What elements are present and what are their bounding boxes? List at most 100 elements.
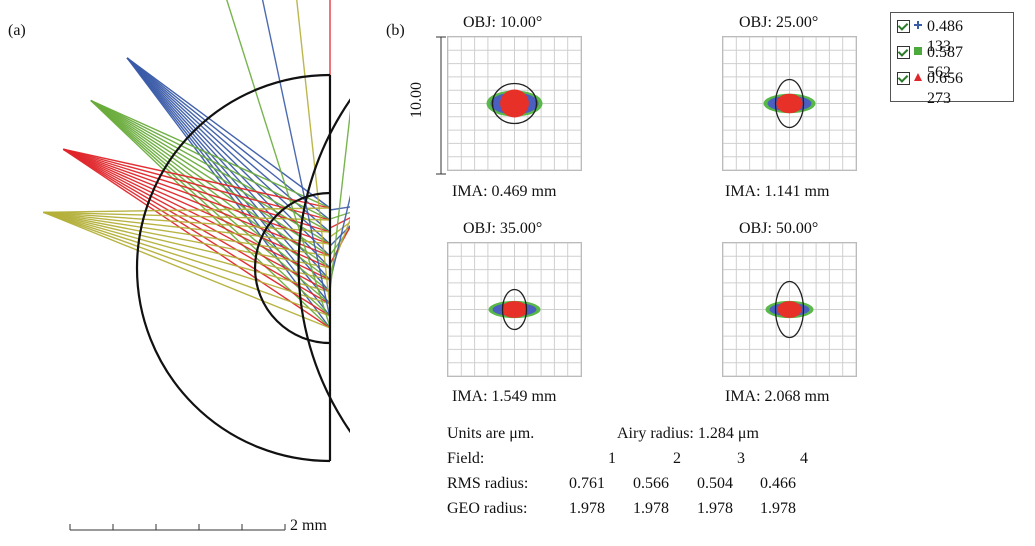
units-note: Units are μm. [447,425,535,442]
ray-line [62,148,331,305]
ray-line [90,99,331,209]
legend-wavelength: 0.486 133 [927,18,963,55]
ray-line [43,211,331,233]
spot-diagram-field-4 [722,242,857,377]
spot-scale-label: 10.00 [408,82,425,118]
ray-line [43,211,331,281]
panel-b-label: (b) [386,22,405,39]
lens-layout-diagram [43,0,350,531]
checkbox-icon[interactable] [897,46,910,59]
ray-line [90,99,331,281]
square-icon [914,47,922,55]
spot-4-obj-label: OBJ: 50.00° [739,220,819,237]
spot-diagram-field-1 [447,36,582,171]
ray-line [43,211,331,221]
ray-line [43,211,331,305]
field-row-label: Field: [447,450,485,467]
geo-value: 1.978 [697,500,733,517]
rms-value: 0.566 [633,475,669,492]
ray-line [126,57,331,209]
ray-line [126,57,331,317]
legend-wavelength: 0.587 562 [927,44,963,81]
ray-line [63,148,331,245]
ray-line [62,148,331,257]
spot-red [501,301,528,318]
spot-scale-bar [436,36,446,175]
spot-red [777,301,802,318]
spot-3-ima-label: IMA: 1.549 mm [452,388,557,405]
inner-surface-arc [253,191,331,345]
spot-frame [447,36,582,171]
spot-diagram-field-2 [722,36,857,171]
spot-2-obj-label: OBJ: 25.00° [739,14,819,31]
spot-plot [447,36,582,171]
ray-line [296,0,331,310]
ray-line [62,148,331,329]
spot-3-obj-label: OBJ: 35.00° [463,220,543,237]
field-value: 2 [673,450,681,467]
ray-fans [43,0,350,329]
checkbox-icon[interactable] [897,72,910,85]
ray-line [226,0,331,328]
middle-surface-arc [135,73,331,463]
ray-line [43,211,331,269]
geo-value: 1.978 [760,500,796,517]
ray-line [43,211,331,257]
spot-1-obj-label: OBJ: 10.00° [463,14,543,31]
airy-disk-circle [774,78,805,129]
geo-value: 1.978 [569,500,605,517]
ray-line [261,0,331,319]
plus-icon [914,21,922,29]
airy-radius: Airy radius: 1.284 μm [617,425,759,442]
airy-disk-circle [491,82,538,125]
geo-row-label: GEO radius: [447,500,528,517]
scale-bar [69,524,286,531]
triangle-icon [914,73,922,81]
spot-red [776,93,803,114]
airy-disk-circle [501,288,528,331]
rms-value: 0.761 [569,475,605,492]
spot-diagram-field-3 [447,242,582,377]
ray-line [62,148,331,293]
ray-line [62,148,331,317]
ray-line [43,207,331,213]
ray-line [43,211,331,317]
spot-1-ima-label: IMA: 0.469 mm [452,183,557,200]
wavelength-legend: 0.486 133 0.587 562 0.656 273 [890,12,1014,107]
spot-frame [722,242,857,377]
geo-value: 1.978 [633,500,669,517]
rms-value: 0.466 [760,475,796,492]
ray-line [43,211,331,329]
legend-wavelength: 0.656 273 [927,70,963,107]
spot-frame [722,36,857,171]
rms-row-label: RMS radius: [447,475,529,492]
optical-surfaces [135,73,350,463]
spot-plot [722,36,857,171]
spot-plot [722,242,857,377]
ray-line [329,108,350,292]
checkbox-icon[interactable] [897,20,910,33]
ray-line [62,148,331,269]
outer-surface-arc [297,98,350,434]
ray-line [62,148,331,281]
spot-4-ima-label: IMA: 2.068 mm [725,388,830,405]
ray-line [126,57,331,233]
field-value: 4 [800,450,808,467]
ray-line [329,217,350,274]
ray-line [329,194,350,283]
spot-red [500,89,529,118]
ray-line [43,211,331,245]
ray-line [43,211,331,293]
ray-line [63,148,331,209]
ray-line [329,225,350,247]
spot-2-ima-label: IMA: 1.141 mm [725,183,830,200]
spot-grid [447,36,582,171]
field-value: 1 [608,450,616,467]
field-value: 3 [737,450,745,467]
airy-disk-circle [774,280,805,339]
spot-frame [447,242,582,377]
rms-value: 0.504 [697,475,733,492]
scale-bar-label: 2 mm [290,517,327,534]
spot-plot [447,242,582,377]
panel-a-label: (a) [8,22,26,39]
